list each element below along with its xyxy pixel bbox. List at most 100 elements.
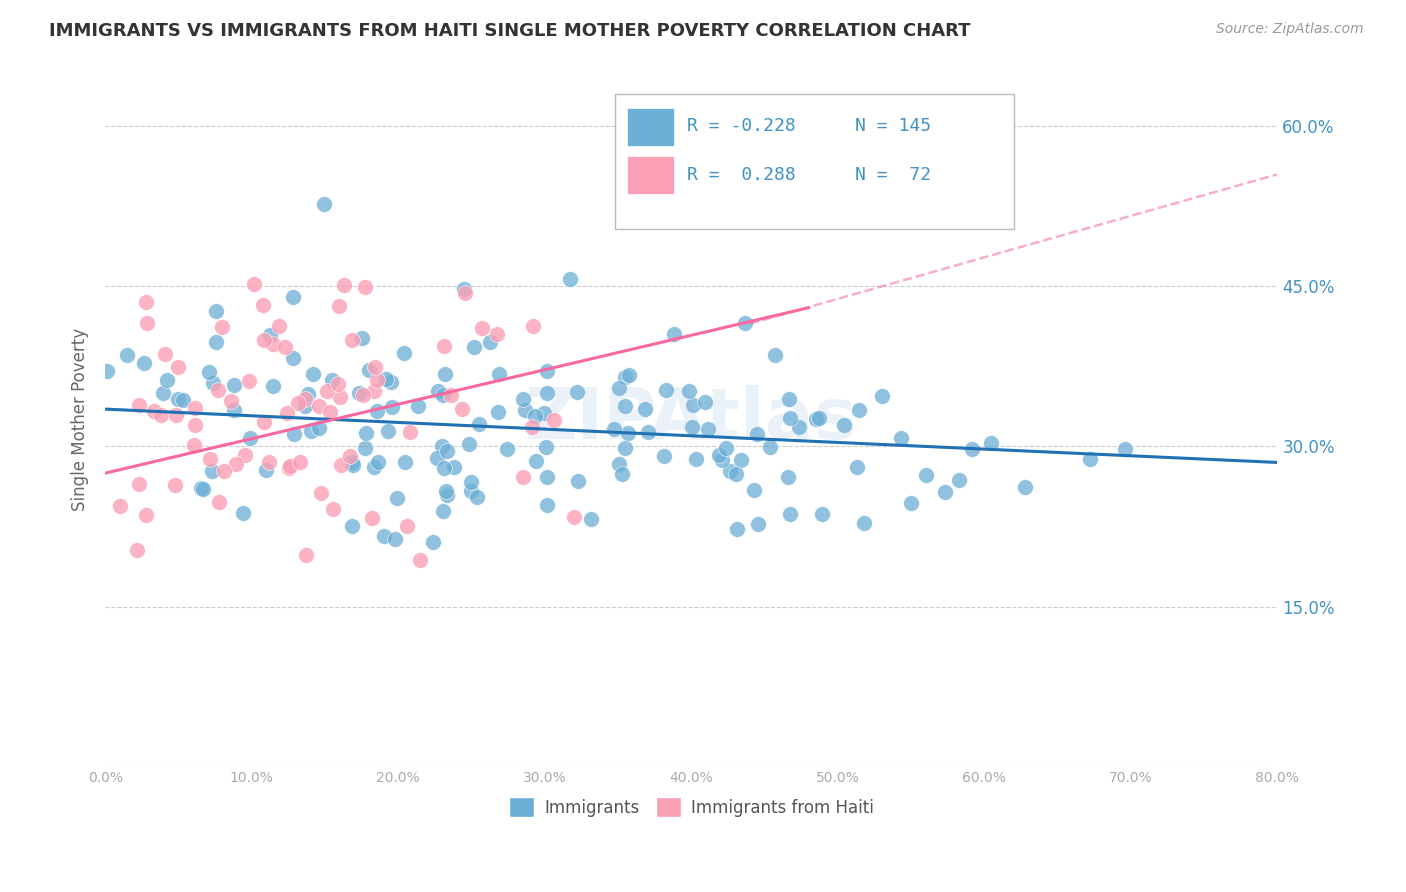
Point: [211, 320, 233, 334]
Legend: Immigrants, Immigrants from Haiti: Immigrants, Immigrants from Haiti: [502, 790, 880, 824]
Point: [730, 453, 752, 467]
Point: [193, 482, 215, 496]
Point: [512, 470, 534, 484]
Point: [960, 442, 983, 456]
Point: [436, 488, 458, 502]
Point: [384, 532, 406, 546]
Point: [685, 452, 707, 467]
Point: [562, 510, 585, 524]
Point: [832, 418, 855, 433]
Point: [654, 384, 676, 398]
Point: [634, 401, 657, 416]
Text: R =  0.288: R = 0.288: [686, 166, 796, 184]
Point: [385, 491, 408, 506]
Point: [342, 519, 364, 533]
Point: [172, 393, 194, 408]
Text: IMMIGRANTS VS IMMIGRANTS FROM HAITI SINGLE MOTHER POVERTY CORRELATION CHART: IMMIGRANTS VS IMMIGRANTS FROM HAITI SING…: [49, 22, 970, 40]
Point: [523, 409, 546, 423]
Point: [269, 319, 291, 334]
Point: [354, 441, 377, 455]
Point: [297, 387, 319, 401]
Point: [184, 401, 207, 415]
Point: [128, 398, 150, 412]
Point: [450, 401, 472, 416]
Point: [328, 300, 350, 314]
Point: [610, 467, 633, 482]
Point: [900, 496, 922, 510]
Point: [165, 478, 187, 492]
Point: [132, 356, 155, 370]
Point: [614, 369, 637, 384]
Point: [352, 388, 374, 402]
Point: [352, 331, 374, 345]
Point: [664, 326, 686, 341]
Point: [205, 334, 228, 349]
Point: [747, 516, 769, 531]
Point: [614, 399, 637, 413]
Point: [695, 395, 717, 409]
Point: [110, 499, 132, 513]
Point: [399, 425, 422, 439]
Point: [153, 347, 176, 361]
Point: [744, 483, 766, 497]
Point: [807, 411, 830, 425]
Point: [617, 368, 640, 383]
Point: [232, 506, 254, 520]
Point: [361, 511, 384, 525]
Point: [375, 372, 398, 386]
Point: [319, 405, 342, 419]
Point: [152, 386, 174, 401]
Point: [745, 427, 768, 442]
Point: [128, 476, 150, 491]
Point: [515, 402, 537, 417]
Point: [759, 440, 782, 454]
Point: [257, 455, 280, 469]
Point: [364, 360, 387, 375]
Point: [150, 409, 173, 423]
Point: [778, 392, 800, 407]
Point: [1078, 452, 1101, 467]
Point: [697, 421, 720, 435]
Point: [534, 440, 557, 454]
Point: [716, 442, 738, 456]
Point: [278, 460, 301, 475]
Point: [934, 485, 956, 500]
Point: [377, 424, 399, 438]
Point: [295, 548, 318, 562]
Point: [294, 399, 316, 413]
Point: [219, 393, 242, 408]
Point: [617, 425, 640, 440]
Point: [460, 475, 482, 489]
Point: [763, 348, 786, 362]
Point: [201, 464, 224, 478]
Point: [214, 464, 236, 478]
Point: [408, 553, 430, 567]
Point: [356, 426, 378, 441]
Point: [142, 404, 165, 418]
Point: [872, 389, 894, 403]
Point: [734, 316, 756, 330]
Point: [136, 316, 159, 330]
Point: [238, 374, 260, 388]
Point: [135, 294, 157, 309]
Point: [274, 340, 297, 354]
Point: [394, 345, 416, 359]
Point: [520, 419, 543, 434]
Point: [536, 498, 558, 512]
Point: [486, 405, 509, 419]
Point: [718, 463, 741, 477]
Point: [890, 431, 912, 445]
Point: [811, 508, 834, 522]
Point: [579, 512, 602, 526]
Point: [312, 196, 335, 211]
Point: [127, 543, 149, 558]
Point: [457, 436, 479, 450]
Point: [536, 386, 558, 401]
Point: [433, 367, 456, 381]
Point: [208, 495, 231, 509]
Point: [427, 384, 450, 398]
Point: [848, 403, 870, 417]
Point: [845, 459, 868, 474]
Point: [779, 507, 801, 521]
Point: [373, 529, 395, 543]
